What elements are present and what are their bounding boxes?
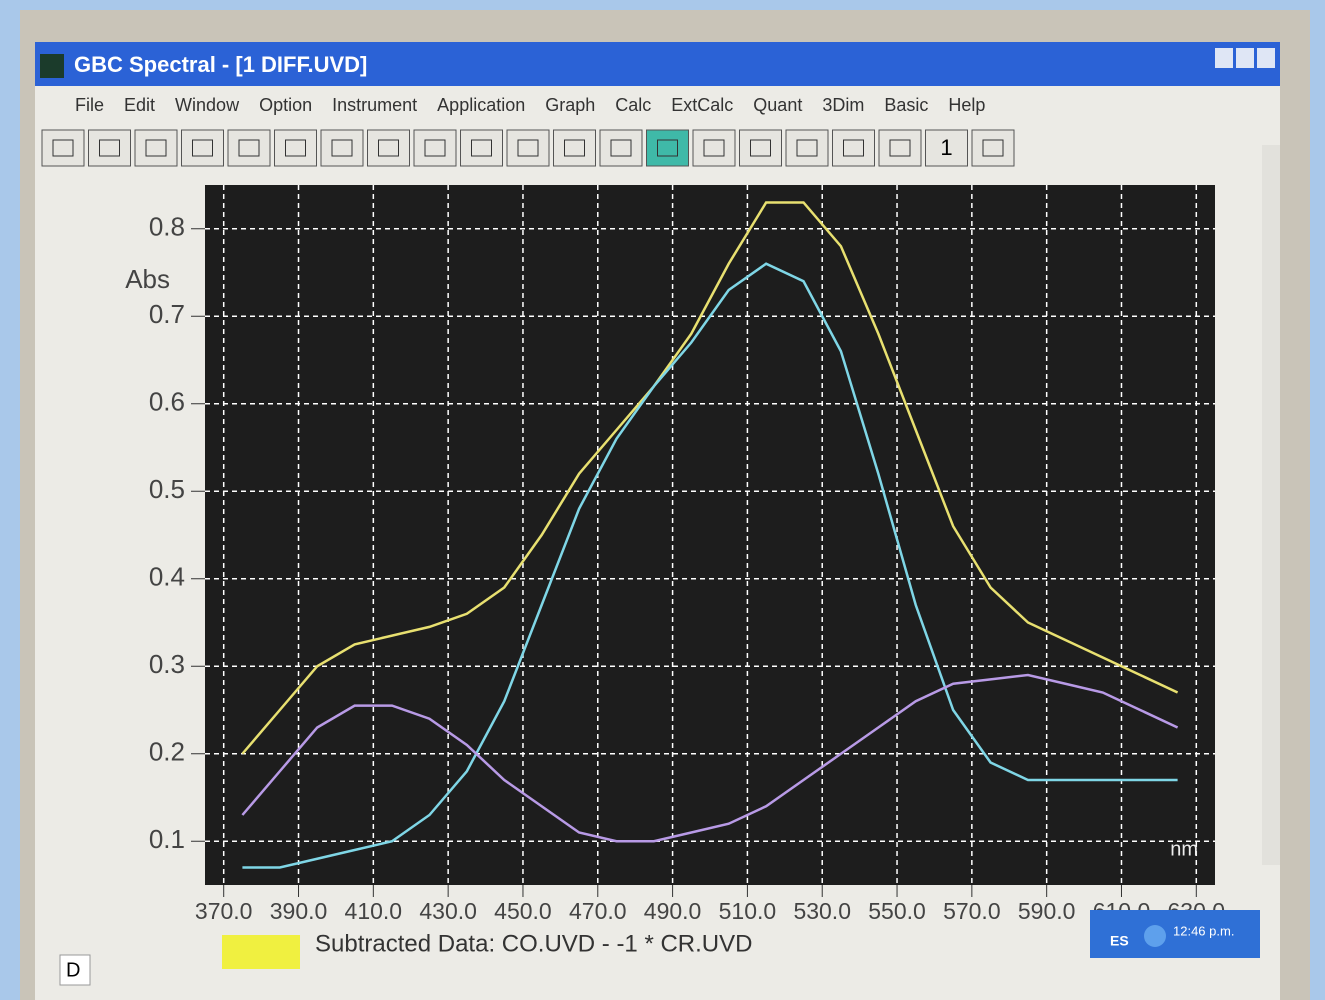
- x-tick-label: 590.0: [1018, 898, 1076, 924]
- tray-icon[interactable]: [1144, 925, 1166, 947]
- maximize-button[interactable]: [1236, 48, 1254, 68]
- toolbar-button[interactable]: [461, 130, 503, 166]
- toolbar-button[interactable]: [368, 130, 410, 166]
- toolbar-button[interactable]: [833, 130, 875, 166]
- menu-item[interactable]: Instrument: [332, 95, 417, 115]
- drive-label: D: [66, 959, 80, 981]
- clock: 12:46 p.m.: [1173, 923, 1234, 938]
- menu-item[interactable]: File: [75, 95, 104, 115]
- toolbar-button[interactable]: [275, 130, 317, 166]
- toolbar-button[interactable]: [740, 130, 782, 166]
- toolbar-button[interactable]: [42, 130, 84, 166]
- menu-item[interactable]: Edit: [124, 95, 155, 115]
- x-tick-label: 510.0: [719, 898, 777, 924]
- toolbar-button[interactable]: [647, 130, 689, 166]
- x-tick-label: 430.0: [419, 898, 477, 924]
- toolbar-button[interactable]: [182, 130, 224, 166]
- y-tick-label: 0.4: [149, 562, 185, 592]
- close-button[interactable]: [1257, 48, 1275, 68]
- menu-item[interactable]: Graph: [545, 95, 595, 115]
- x-tick-label: 470.0: [569, 898, 627, 924]
- toolbar-button[interactable]: [321, 130, 363, 166]
- x-axis-label: nm: [1170, 838, 1198, 860]
- x-tick-label: 530.0: [793, 898, 851, 924]
- caption-swatch: [222, 935, 300, 969]
- toolbar-button[interactable]: [693, 130, 735, 166]
- toolbar-button[interactable]: [554, 130, 596, 166]
- menu-item[interactable]: Application: [437, 95, 525, 115]
- toolbar-button[interactable]: [89, 130, 131, 166]
- x-tick-label: 570.0: [943, 898, 1001, 924]
- window-title: GBC Spectral - [1 DIFF.UVD]: [74, 52, 367, 77]
- toolbar: 1: [42, 130, 1014, 166]
- menu-item[interactable]: Help: [948, 95, 985, 115]
- caption: Subtracted Data: CO.UVD - -1 * CR.UVD: [315, 930, 752, 957]
- y-tick-label: 0.2: [149, 737, 185, 767]
- x-tick-label: 490.0: [644, 898, 702, 924]
- toolbar-button-label: 1: [940, 135, 952, 160]
- x-tick-label: 410.0: [345, 898, 403, 924]
- y-tick-label: 0.6: [149, 387, 185, 417]
- y-tick-label: 0.7: [149, 299, 185, 329]
- x-tick-label: 450.0: [494, 898, 552, 924]
- y-tick-label: 0.1: [149, 824, 185, 854]
- app-icon: [40, 54, 64, 78]
- toolbar-button[interactable]: [879, 130, 921, 166]
- menu-item[interactable]: Quant: [753, 95, 802, 115]
- menu-item[interactable]: ExtCalc: [671, 95, 733, 115]
- toolbar-button[interactable]: [135, 130, 177, 166]
- y-tick-label: 0.5: [149, 474, 185, 504]
- vertical-scrollbar[interactable]: [1262, 145, 1280, 865]
- menu-item[interactable]: Calc: [615, 95, 651, 115]
- toolbar-button[interactable]: [414, 130, 456, 166]
- menu-item[interactable]: Option: [259, 95, 312, 115]
- screen: GBC Spectral - [1 DIFF.UVD] File Edit Wind…: [0, 0, 1325, 1000]
- y-tick-label: 0.3: [149, 649, 185, 679]
- menu-item[interactable]: Window: [175, 95, 240, 115]
- menu-item[interactable]: Basic: [884, 95, 928, 115]
- x-tick-label: 390.0: [270, 898, 328, 924]
- menu-item[interactable]: 3Dim: [822, 95, 864, 115]
- toolbar-button[interactable]: [228, 130, 270, 166]
- minimize-button[interactable]: [1215, 48, 1233, 68]
- y-axis-label: Abs: [125, 264, 170, 294]
- toolbar-button[interactable]: [786, 130, 828, 166]
- toolbar-button[interactable]: [507, 130, 549, 166]
- language-indicator[interactable]: ES: [1110, 933, 1129, 949]
- y-tick-label: 0.8: [149, 212, 185, 242]
- toolbar-button[interactable]: [600, 130, 642, 166]
- x-tick-label: 550.0: [868, 898, 926, 924]
- toolbar-button[interactable]: [972, 130, 1014, 166]
- x-tick-label: 370.0: [195, 898, 253, 924]
